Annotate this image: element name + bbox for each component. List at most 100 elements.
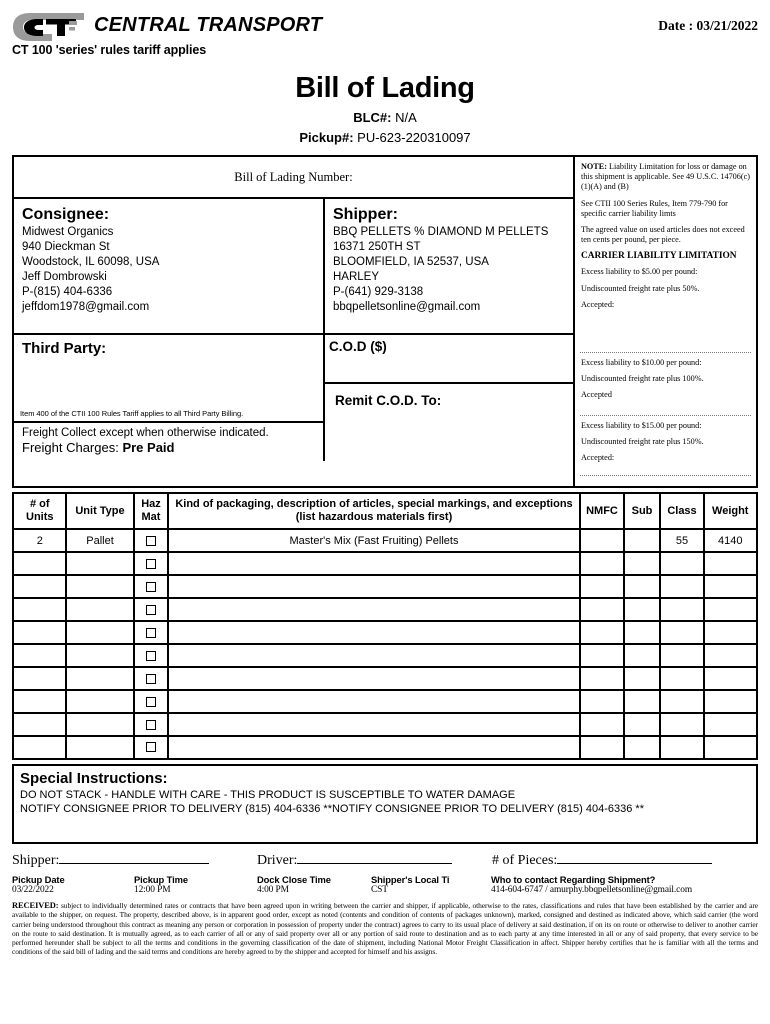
- units-cell[interactable]: [12, 689, 67, 714]
- weight-cell[interactable]: [703, 643, 758, 668]
- class-cell[interactable]: [659, 574, 705, 599]
- nmfc-cell[interactable]: [579, 620, 625, 645]
- haz-mat-checkbox[interactable]: [133, 551, 169, 576]
- table-row[interactable]: [12, 551, 758, 576]
- unit-type-cell[interactable]: [65, 597, 135, 622]
- class-cell[interactable]: [659, 689, 705, 714]
- unit-type-cell[interactable]: [65, 689, 135, 714]
- sub-cell[interactable]: [623, 689, 661, 714]
- units-cell[interactable]: [12, 620, 67, 645]
- driver-signature-rule[interactable]: [297, 852, 453, 864]
- units-cell[interactable]: [12, 643, 67, 668]
- units-cell[interactable]: [12, 712, 67, 737]
- units-cell[interactable]: [12, 597, 67, 622]
- table-row[interactable]: [12, 643, 758, 668]
- sub-cell[interactable]: [623, 712, 661, 737]
- weight-cell[interactable]: [703, 712, 758, 737]
- sub-cell[interactable]: [623, 643, 661, 668]
- shipper-signature-rule[interactable]: [59, 852, 210, 864]
- class-cell[interactable]: [659, 551, 705, 576]
- table-row[interactable]: 2 Pallet Master's Mix (Fast Fruiting) Pell…: [12, 528, 758, 553]
- nmfc-cell[interactable]: [579, 597, 625, 622]
- nmfc-cell[interactable]: [579, 712, 625, 737]
- driver-signature-field[interactable]: Driver:: [257, 852, 492, 869]
- class-cell[interactable]: [659, 643, 705, 668]
- units-cell[interactable]: [12, 574, 67, 599]
- checkbox-icon[interactable]: [146, 535, 156, 546]
- description-cell[interactable]: [167, 689, 581, 714]
- haz-mat-checkbox[interactable]: [133, 620, 169, 645]
- haz-mat-checkbox[interactable]: [133, 597, 169, 622]
- description-cell[interactable]: [167, 712, 581, 737]
- unit-type-cell[interactable]: [65, 666, 135, 691]
- description-cell[interactable]: [167, 666, 581, 691]
- checkbox-icon[interactable]: [146, 673, 156, 684]
- checkbox-icon[interactable]: [146, 719, 156, 730]
- class-cell[interactable]: 55: [659, 528, 705, 553]
- haz-mat-checkbox[interactable]: [133, 689, 169, 714]
- table-row[interactable]: [12, 712, 758, 737]
- class-cell[interactable]: [659, 712, 705, 737]
- description-cell[interactable]: [167, 551, 581, 576]
- remit-cod-box[interactable]: Remit C.O.D. To:: [325, 384, 573, 461]
- third-party-box[interactable]: Third Party: Item 400 of the CTII 100 Ru…: [14, 335, 323, 423]
- description-cell[interactable]: [167, 574, 581, 599]
- weight-cell[interactable]: [703, 735, 758, 760]
- checkbox-icon[interactable]: [146, 742, 156, 753]
- units-cell[interactable]: [12, 551, 67, 576]
- class-cell[interactable]: [659, 620, 705, 645]
- checkbox-icon[interactable]: [146, 627, 156, 638]
- unit-type-cell[interactable]: [65, 551, 135, 576]
- nmfc-cell[interactable]: [579, 689, 625, 714]
- checkbox-icon[interactable]: [146, 650, 156, 661]
- weight-cell[interactable]: [703, 574, 758, 599]
- checkbox-icon[interactable]: [146, 696, 156, 707]
- table-row[interactable]: [12, 597, 758, 622]
- weight-cell[interactable]: 4140: [703, 528, 758, 553]
- nmfc-cell[interactable]: [579, 574, 625, 599]
- description-cell[interactable]: [167, 597, 581, 622]
- sub-cell[interactable]: [623, 735, 661, 760]
- units-cell[interactable]: 2: [12, 528, 67, 553]
- weight-cell[interactable]: [703, 597, 758, 622]
- sub-cell[interactable]: [623, 597, 661, 622]
- checkbox-icon[interactable]: [146, 581, 156, 592]
- unit-type-cell[interactable]: [65, 574, 135, 599]
- haz-mat-checkbox[interactable]: [133, 666, 169, 691]
- checkbox-icon[interactable]: [146, 604, 156, 615]
- pieces-count-rule[interactable]: [557, 852, 713, 864]
- special-instructions-box[interactable]: Special Instructions: DO NOT STACK - HAN…: [12, 764, 758, 844]
- haz-mat-checkbox[interactable]: [133, 528, 169, 553]
- sub-cell[interactable]: [623, 574, 661, 599]
- units-cell[interactable]: [12, 735, 67, 760]
- table-row[interactable]: [12, 666, 758, 691]
- haz-mat-checkbox[interactable]: [133, 712, 169, 737]
- weight-cell[interactable]: [703, 689, 758, 714]
- checkbox-icon[interactable]: [146, 558, 156, 569]
- haz-mat-checkbox[interactable]: [133, 574, 169, 599]
- nmfc-cell[interactable]: [579, 666, 625, 691]
- class-cell[interactable]: [659, 666, 705, 691]
- unit-type-cell[interactable]: Pallet: [65, 528, 135, 553]
- table-row[interactable]: [12, 735, 758, 760]
- class-cell[interactable]: [659, 597, 705, 622]
- haz-mat-checkbox[interactable]: [133, 735, 169, 760]
- sub-cell[interactable]: [623, 551, 661, 576]
- description-cell[interactable]: [167, 735, 581, 760]
- table-row[interactable]: [12, 620, 758, 645]
- pieces-count-field[interactable]: # of Pieces:: [492, 852, 758, 869]
- sub-cell[interactable]: [623, 620, 661, 645]
- description-cell[interactable]: [167, 643, 581, 668]
- weight-cell[interactable]: [703, 551, 758, 576]
- haz-mat-checkbox[interactable]: [133, 643, 169, 668]
- table-row[interactable]: [12, 689, 758, 714]
- weight-cell[interactable]: [703, 666, 758, 691]
- shipper-signature-field[interactable]: Shipper:: [12, 852, 257, 869]
- nmfc-cell[interactable]: [579, 551, 625, 576]
- units-cell[interactable]: [12, 666, 67, 691]
- unit-type-cell[interactable]: [65, 643, 135, 668]
- unit-type-cell[interactable]: [65, 620, 135, 645]
- table-row[interactable]: [12, 574, 758, 599]
- bol-number-field[interactable]: Bill of Lading Number:: [14, 157, 573, 199]
- sub-cell[interactable]: [623, 528, 661, 553]
